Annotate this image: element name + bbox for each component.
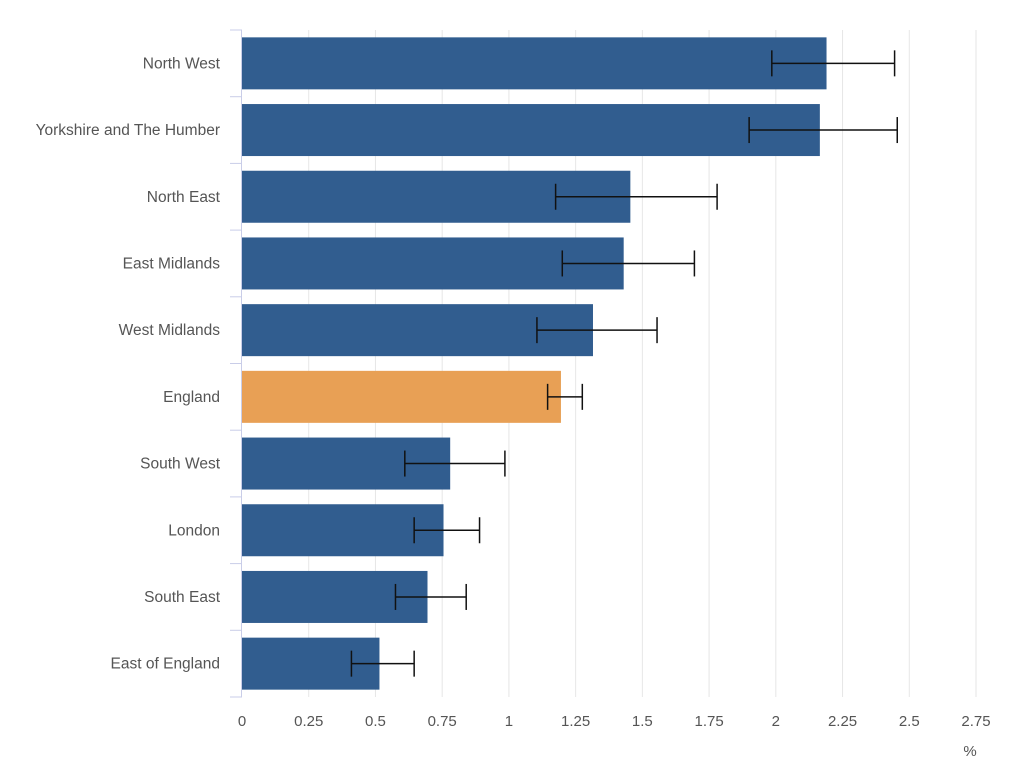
bar[interactable] [242, 304, 593, 357]
error-bar [536, 317, 658, 344]
category-label: South West [140, 456, 221, 473]
bar[interactable] [242, 370, 561, 423]
category-label: Yorkshire and The Humber [36, 122, 220, 139]
error-bar [404, 450, 506, 477]
x-tick-label: 1.75 [694, 713, 723, 730]
error-bar-layer [350, 50, 899, 677]
category-label: North West [143, 55, 221, 72]
error-bar [554, 183, 718, 210]
category-label: East of England [111, 656, 220, 673]
x-tick-label: 0.25 [294, 713, 323, 730]
x-tick-label: 2.75 [961, 713, 990, 730]
x-tick-label: 0.5 [365, 713, 386, 730]
x-tick-label: 0 [238, 713, 246, 730]
error-bar [561, 250, 696, 277]
x-tick-label: 2.5 [899, 713, 920, 730]
category-label: England [163, 389, 220, 406]
bar[interactable] [242, 504, 444, 557]
x-tick-label: 1.5 [632, 713, 653, 730]
error-bar [546, 383, 584, 410]
category-label: East Midlands [123, 255, 221, 272]
bar[interactable] [242, 237, 624, 290]
error-bar [771, 50, 896, 77]
category-label: London [168, 522, 220, 539]
bar-layer [242, 37, 827, 690]
category-label: West Midlands [119, 322, 221, 339]
axis-layer [230, 29, 242, 698]
x-tick-label: 2 [772, 713, 780, 730]
label-layer: 0 0.25 0.5 0.75 1 1.25 1.5 1.75 2 2.25 2.5 2.75 Nort… [36, 55, 991, 730]
error-bar [413, 517, 481, 544]
error-bar [748, 117, 899, 144]
x-tick-label: 1.25 [561, 713, 590, 730]
category-label: North East [147, 189, 221, 206]
x-tick-label: 1 [505, 713, 513, 730]
x-tick-label: 2.25 [828, 713, 857, 730]
bar[interactable] [242, 104, 820, 157]
bar[interactable] [242, 37, 827, 90]
error-bar [394, 583, 467, 610]
category-label: South East [144, 589, 221, 606]
error-bar [350, 650, 415, 677]
x-axis-unit-label: % [963, 743, 976, 760]
x-tick-label: 0.75 [428, 713, 457, 730]
